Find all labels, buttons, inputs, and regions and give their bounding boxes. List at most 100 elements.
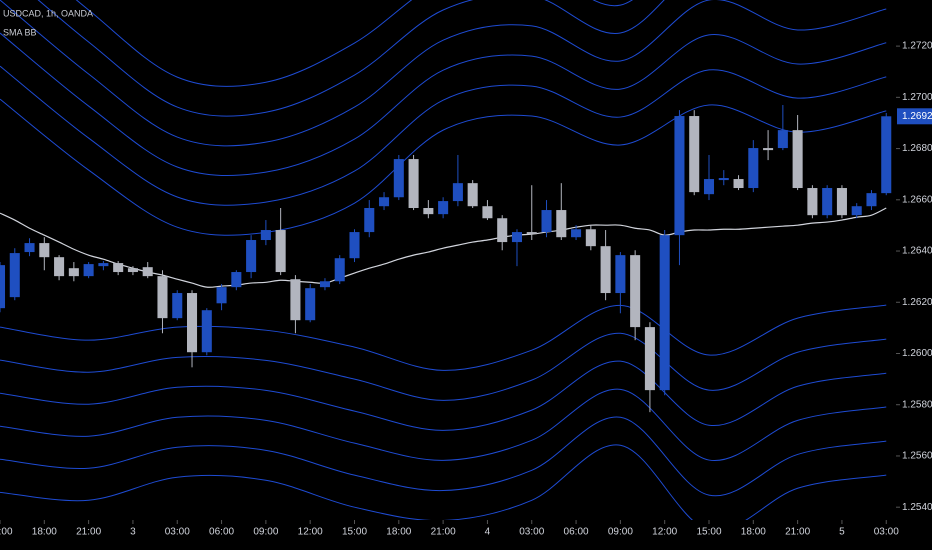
candle-body: [275, 230, 286, 273]
plot-area: [0, 0, 892, 520]
candle-body: [866, 193, 877, 207]
last-price-box: [897, 108, 932, 125]
axes: 1.27200 1.27000 1.26800 1.26600 1.26400 1.262…: [0, 41, 932, 538]
candle-body: [408, 159, 419, 208]
sma-line: [0, 207, 887, 288]
candle-body: [290, 279, 301, 321]
band-line: [0, 388, 887, 461]
x-tick-label: 03:00: [874, 527, 899, 538]
y-tick-label: 1.26000: [902, 348, 932, 359]
candle-body: [319, 281, 330, 288]
candle-body: [600, 246, 611, 294]
candle-body: [246, 240, 257, 273]
last-price-label: 1.26926: [902, 111, 932, 122]
candle-body: [68, 268, 79, 277]
x-tick-label: 18:00: [32, 527, 57, 538]
candle-body: [748, 148, 759, 189]
candle-body: [423, 208, 434, 215]
candle-body: [585, 229, 596, 247]
candle-body: [39, 243, 50, 258]
candle-body: [98, 263, 109, 267]
x-tick-label: 15:00: [696, 527, 721, 538]
band-line: [75, 0, 633, 87]
candle-body: [438, 201, 449, 215]
candle-body: [127, 268, 138, 273]
candle-body: [393, 159, 404, 198]
x-tick-label: 21:00: [431, 527, 456, 538]
candle-body: [556, 210, 567, 238]
candle-body: [334, 258, 345, 282]
x-tick-label: 21:00: [785, 527, 810, 538]
x-tick-label: 21:00: [76, 527, 101, 538]
candle-body: [305, 288, 316, 321]
candle-body: [703, 179, 715, 195]
x-tick-label: 18:00: [386, 527, 411, 538]
candle-body: [763, 148, 774, 151]
x-tick-label: 5: [839, 527, 845, 538]
candle-body: [9, 253, 20, 298]
candle-body: [54, 257, 65, 277]
y-tick-label: 1.26400: [902, 246, 932, 257]
x-tick-label: 3: [130, 527, 136, 538]
chart-title: USDCAD, 1h, OANDA: [3, 8, 93, 18]
band-line: [0, 416, 887, 497]
candle-body: [733, 179, 744, 189]
x-tick-label: 06:00: [209, 527, 234, 538]
candle-body: [497, 218, 508, 243]
candle-body: [511, 232, 523, 243]
y-tick-label: 1.25600: [902, 451, 932, 462]
candle-body: [364, 208, 375, 233]
candle-body: [24, 243, 35, 253]
candle-body: [142, 267, 153, 277]
candle-body: [83, 264, 94, 277]
candle-body: [571, 229, 582, 238]
candle-body: [379, 197, 390, 207]
x-tick-label: 03:00: [519, 527, 544, 538]
candle-body: [689, 116, 700, 193]
candle-body: [659, 235, 670, 391]
candle-body: [822, 188, 833, 216]
candle-body: [630, 255, 641, 328]
candle-body: [186, 293, 198, 353]
candle-body: [836, 188, 847, 216]
candle-body: [157, 276, 168, 319]
candle-body: [113, 263, 124, 273]
x-tick-label: 4: [485, 527, 491, 538]
candle-body: [851, 206, 862, 216]
candle-body: [349, 232, 360, 259]
candle-body: [674, 116, 685, 236]
band-line: [0, 332, 887, 401]
x-tick-label: 03:00: [165, 527, 190, 538]
band-line: [0, 65, 887, 206]
candle-body: [615, 255, 626, 294]
candle-body: [881, 116, 892, 194]
indicator-legend: SMA BB: [3, 27, 37, 37]
y-tick-label: 1.26600: [902, 194, 932, 205]
candle-body: [526, 232, 537, 235]
candle-body: [467, 183, 478, 207]
candle-body: [216, 287, 227, 304]
y-tick-label: 1.27000: [902, 92, 932, 103]
candle-body: [231, 272, 242, 288]
x-tick-label: 15:00: [0, 527, 13, 538]
band-line: [0, 32, 887, 177]
candle-body: [201, 310, 212, 353]
x-tick-label: 18:00: [741, 527, 766, 538]
x-tick-label: 15:00: [342, 527, 367, 538]
x-tick-label: 06:00: [564, 527, 589, 538]
candle-body: [807, 188, 818, 216]
candle-body: [0, 265, 6, 309]
x-tick-label: 09:00: [253, 527, 278, 538]
band-line: [0, 98, 887, 236]
x-tick-label: 09:00: [608, 527, 633, 538]
band-line: [0, 360, 887, 431]
candle-body: [172, 293, 183, 319]
y-tick-label: 1.25800: [902, 399, 932, 410]
candle-body: [260, 230, 271, 241]
y-tick-label: 1.26200: [902, 297, 932, 308]
band-line: [37, 0, 665, 117]
band-line: [0, 304, 887, 371]
